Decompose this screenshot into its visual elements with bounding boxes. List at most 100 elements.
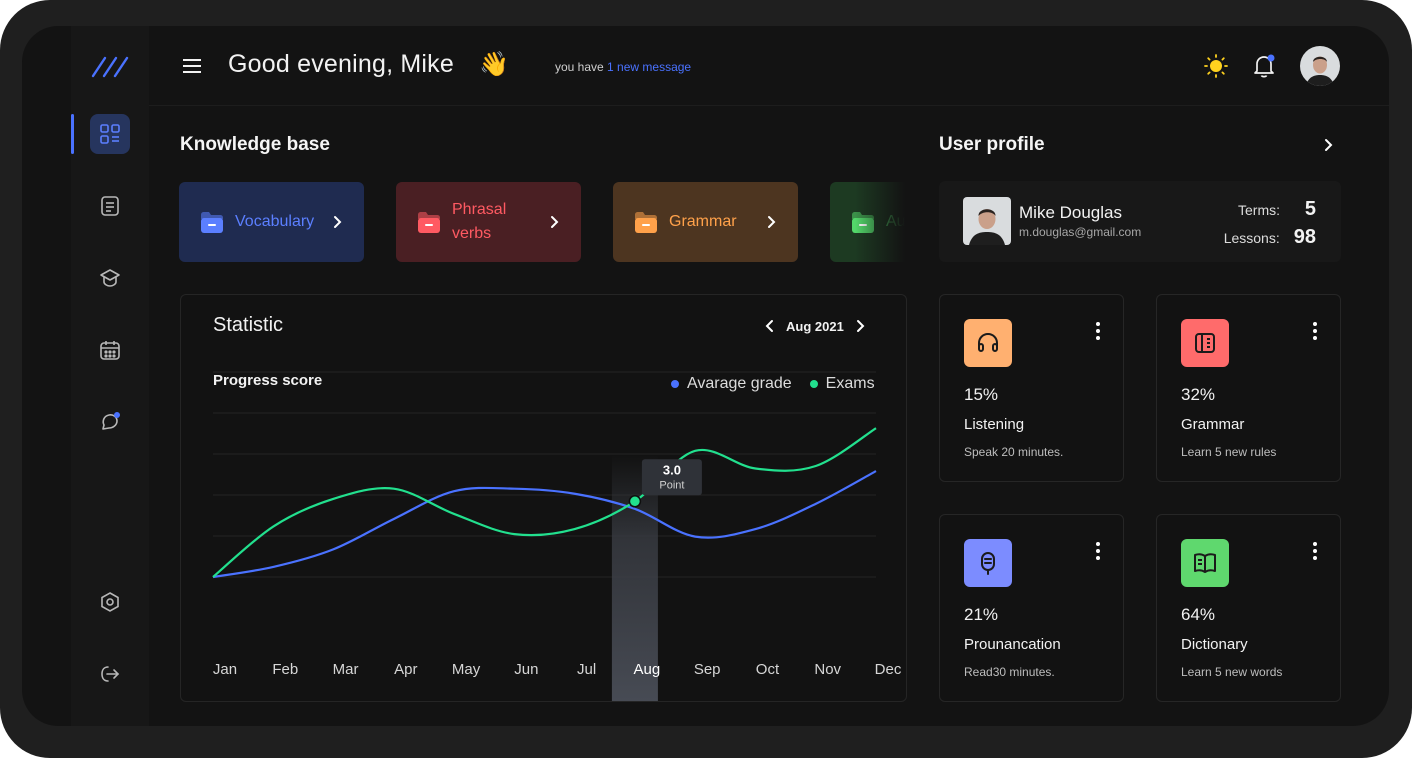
chevron-right-icon [768, 216, 776, 228]
legend-dot [671, 380, 679, 388]
tooltip-box [641, 459, 702, 496]
profile-card[interactable]: Mike Douglas m.douglas@gmail.com Terms: … [939, 181, 1341, 262]
month-navigator: Aug 2021 [764, 317, 866, 335]
active-indicator [71, 114, 74, 154]
nav-dashboard[interactable] [90, 114, 130, 154]
wave-emoji-icon: 👋 [479, 51, 509, 78]
bell-icon[interactable] [1252, 53, 1276, 79]
kb-card-label: Grammar [669, 213, 737, 230]
skill-name: Prounancation [964, 636, 1061, 653]
profile-email: m.douglas@gmail.com [1019, 225, 1142, 239]
kb-card-phrasal-verbs[interactable]: Phrasal verbs [396, 182, 581, 262]
chevron-right-icon[interactable] [1321, 137, 1335, 153]
user-avatar[interactable] [1300, 46, 1340, 86]
skill-card-pronunciation[interactable]: 21% Prounancation Read30 minutes. [939, 514, 1124, 702]
skill-description: Learn 5 new words [1181, 665, 1283, 679]
more-options-icon[interactable] [1312, 541, 1318, 561]
app-screen: Good evening, Mike 👋 you have 1 new mess… [22, 26, 1389, 726]
lessons-label: Lessons: [1223, 230, 1280, 246]
data-point-marker [628, 495, 642, 508]
skill-description: Read30 minutes. [964, 665, 1055, 679]
message-prefix: you have [555, 60, 604, 74]
settings-icon [101, 592, 119, 612]
skill-card-dictionary[interactable]: 64% Dictionary Learn 5 new words [1156, 514, 1341, 702]
legend-item: Avarage grade [671, 375, 792, 393]
nav-courses[interactable] [90, 258, 130, 298]
avatar-photo [1300, 46, 1340, 86]
skill-percent: 32% [1181, 385, 1216, 404]
skill-description: Learn 5 new rules [1181, 445, 1277, 459]
calendar-icon [100, 341, 120, 360]
progress-score-title: Progress score [213, 372, 323, 389]
skill-name: Grammar [1181, 416, 1245, 433]
terms-value: 5 [1304, 198, 1316, 220]
sun-icon[interactable] [1204, 54, 1228, 78]
x-tick-label: Apr [394, 661, 417, 678]
x-tick-label: May [452, 661, 481, 678]
dictionary-icon [1194, 553, 1216, 573]
sidebar [71, 26, 149, 726]
nav-logout[interactable] [90, 654, 130, 694]
microphone-icon [981, 552, 995, 575]
chevron-right-icon[interactable] [854, 319, 866, 333]
folder-icon [201, 212, 223, 233]
statistic-title: Statistic [213, 314, 284, 336]
lessons-value: 98 [1293, 226, 1316, 248]
knowledge-base-title: Knowledge base [180, 134, 330, 155]
x-tick-label: Jul [577, 661, 596, 678]
skill-percent: 15% [964, 385, 999, 404]
nav-chat[interactable] [90, 402, 130, 442]
nav-calendar[interactable] [90, 330, 130, 370]
x-tick-label: Nov [814, 661, 841, 678]
skill-icon-bg [964, 319, 1012, 367]
notes-icon [101, 196, 119, 216]
skill-card-grammar[interactable]: 32% Grammar Learn 5 new rules [1156, 294, 1341, 482]
chart-legend: Avarage grade Exams [671, 375, 875, 393]
header: Good evening, Mike 👋 you have 1 new mess… [149, 26, 1389, 106]
nav-settings[interactable] [90, 582, 130, 622]
chevron-left-icon[interactable] [764, 319, 776, 333]
book-icon [1195, 333, 1215, 353]
skill-name: Listening [964, 416, 1025, 433]
folder-icon [418, 212, 440, 233]
x-tick-label: Jan [213, 661, 237, 678]
legend-label: Avarage grade [687, 375, 792, 392]
lessons-stat: Lessons: 98 [1224, 226, 1316, 249]
legend-item: Exams [809, 375, 875, 393]
more-options-icon[interactable] [1095, 541, 1101, 561]
x-tick-label: Aug [634, 661, 661, 678]
series-line-0 [212, 470, 877, 579]
terms-stat: Terms: 5 [1238, 198, 1316, 221]
series-line-1 [212, 427, 877, 578]
kb-card-vocabulary[interactable]: Vocabulary [179, 182, 364, 262]
kb-card-grammar[interactable]: Grammar [613, 182, 798, 262]
new-message-link[interactable]: 1 new message [607, 60, 692, 74]
avatar-photo [963, 197, 1011, 245]
legend-dot [809, 380, 818, 388]
current-month: Aug 2021 [786, 318, 844, 334]
profile-avatar [963, 197, 1011, 245]
greeting-title: Good evening, Mike [228, 50, 454, 78]
logout-icon [101, 666, 120, 682]
knowledge-base-list: Vocabulary Phrasal verbs Grammar Au [179, 181, 905, 263]
headphones-icon [978, 332, 998, 352]
more-options-icon[interactable] [1312, 321, 1318, 341]
progress-chart[interactable]: 3.0 Point Jan Feb Mar Apr May Jun Jul Aug Sep Oct No… [181, 295, 906, 701]
logo-icon [91, 56, 129, 78]
more-options-icon[interactable] [1095, 321, 1101, 341]
tooltip-label: Point [659, 479, 684, 491]
skill-icon-bg [1181, 539, 1229, 587]
skill-icon-bg [1181, 319, 1229, 367]
x-tick-label: Dec [875, 661, 902, 678]
kb-card-label: Vocabulary [235, 213, 315, 230]
skill-card-listening[interactable]: 15% Listening Speak 20 minutes. [939, 294, 1124, 482]
nav-notes[interactable] [90, 186, 130, 226]
message-notice: you have 1 new message [555, 60, 691, 74]
legend-label: Exams [825, 375, 875, 392]
statistic-panel: Statistic Aug 2021 Progress score Avarag… [180, 294, 907, 702]
courses-icon [100, 269, 120, 287]
menu-icon[interactable] [181, 56, 203, 76]
tooltip-value: 3.0 [663, 462, 681, 477]
chat-icon [102, 412, 120, 430]
